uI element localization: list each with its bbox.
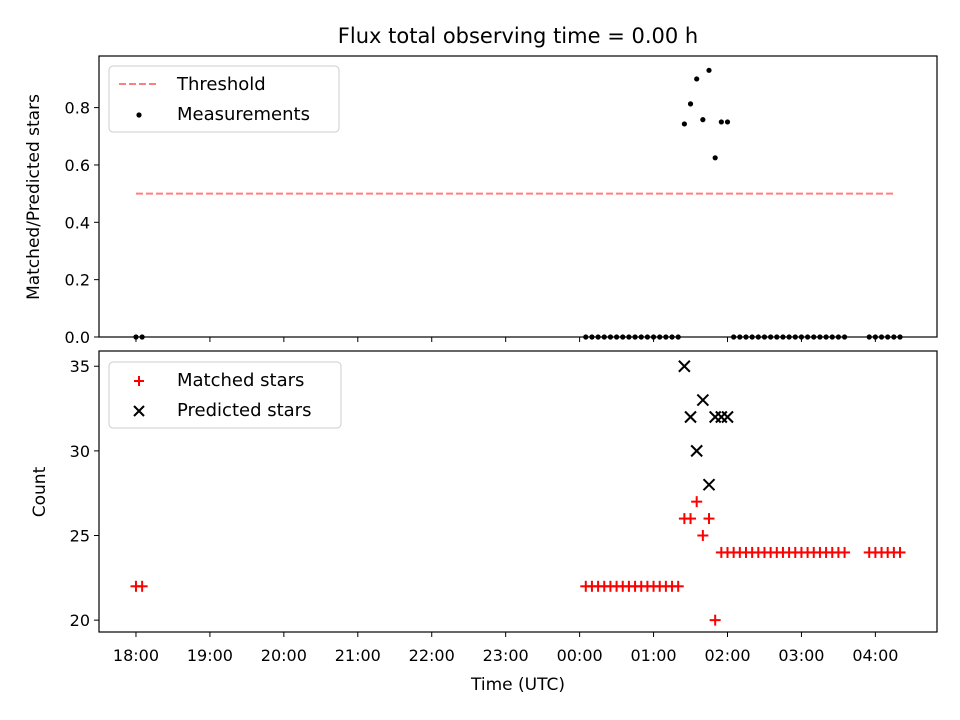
bottom-x-tick-label: 04:00	[852, 646, 898, 665]
bottom-plot-frame	[98, 350, 938, 633]
chart-title: Flux total observing time = 0.00 h	[338, 24, 698, 48]
predicted-point	[696, 393, 710, 407]
x-axis-label: Time (UTC)	[470, 675, 565, 695]
bottom-y-tick-label: 30	[70, 442, 90, 461]
top-panel: 0.00.20.40.60.8 Matched/Predicted stars …	[24, 55, 938, 347]
bottom-x-tick-label: 19:00	[187, 646, 233, 665]
top-y-tick-label: 0.6	[65, 156, 90, 175]
predicted-points	[678, 360, 734, 491]
measurement-points	[133, 67, 903, 340]
matched-point	[685, 513, 697, 525]
measurement-point	[712, 155, 718, 161]
bottom-y-tick-label: 25	[70, 527, 90, 546]
legend-measurements-swatch	[136, 112, 142, 118]
predicted-point	[690, 444, 703, 458]
matched-point	[697, 530, 709, 542]
matched-point	[672, 580, 684, 592]
bottom-x-tick-label: 00:00	[557, 646, 603, 665]
top-legend: Threshold Measurements	[108, 65, 340, 133]
legend-predicted-swatch	[133, 405, 145, 417]
bottom-y-axis: 20 25 30 35	[70, 357, 99, 630]
legend-predicted-label: Predicted stars	[177, 400, 311, 421]
matched-points	[130, 496, 906, 626]
top-y-tick-label: 0.2	[65, 271, 90, 290]
matched-point	[136, 580, 148, 592]
top-y-tick-label: 0.0	[65, 328, 90, 347]
measurement-point	[694, 76, 700, 82]
bottom-y-tick-label: 35	[70, 357, 90, 376]
legend-matched-swatch	[134, 376, 144, 386]
bottom-x-tick-label: 21:00	[335, 646, 381, 665]
bottom-y-axis-label: Count	[30, 466, 50, 517]
bottom-panel: 20 25 30 35 18:00 19:00 20:00 21:00 22:00 23:00 0…	[30, 350, 938, 695]
bottom-x-tick-label: 02:00	[704, 646, 750, 665]
legend-threshold-label: Threshold	[176, 74, 266, 95]
bottom-x-tick-label: 20:00	[261, 646, 307, 665]
top-plot-frame	[98, 55, 938, 338]
predicted-point	[702, 478, 716, 491]
bottom-x-axis: 18:00 19:00 20:00 21:00 22:00 23:00 00:00 01:00…	[113, 632, 898, 665]
bottom-x-tick-label: 18:00	[113, 646, 159, 665]
bottom-x-tick-label: 03:00	[778, 646, 824, 665]
matched-point	[894, 546, 906, 558]
matched-point	[709, 614, 721, 626]
measurement-point	[706, 67, 712, 73]
legend-measurements-label: Measurements	[177, 104, 310, 125]
bottom-legend: Matched stars Predicted stars	[108, 361, 342, 429]
measurement-point	[724, 119, 731, 125]
predicted-point	[721, 410, 734, 424]
top-legend-box	[108, 65, 340, 133]
measurement-point	[700, 117, 706, 123]
measurement-point	[718, 119, 724, 125]
bottom-legend-box	[108, 361, 342, 429]
measurement-point	[681, 121, 687, 127]
bottom-x-tick-label: 01:00	[631, 646, 677, 665]
top-y-axis-label: Matched/Predicted stars	[24, 94, 44, 300]
matched-point	[691, 496, 703, 508]
legend-matched-label: Matched stars	[177, 370, 304, 391]
matched-point	[839, 546, 851, 558]
top-y-axis: 0.0 0.2 0.4 0.6 0.8	[65, 99, 99, 347]
top-y-tick-label: 0.4	[65, 213, 90, 232]
measurement-point	[687, 101, 694, 107]
top-x-ticks	[135, 337, 876, 342]
predicted-point	[678, 360, 691, 373]
bottom-x-tick-label: 23:00	[483, 646, 529, 665]
bottom-y-tick-label: 20	[70, 611, 90, 630]
top-y-tick-label: 0.8	[65, 99, 90, 118]
bottom-x-tick-label: 22:00	[409, 646, 455, 665]
predicted-point	[684, 410, 697, 424]
matched-point	[703, 513, 715, 525]
